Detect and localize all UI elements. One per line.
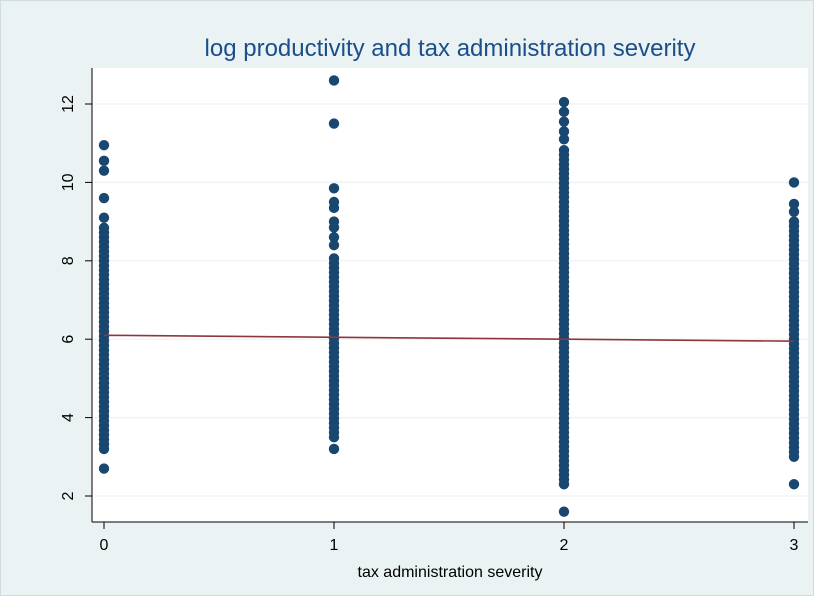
chart-title: log productivity and tax administration …: [205, 35, 696, 62]
data-point-outlier: [558, 126, 570, 137]
x-tick-label-1: 1: [330, 537, 339, 554]
data-point-outlier: [788, 206, 800, 217]
x-tick-label-0: 0: [100, 537, 109, 554]
data-point: [98, 222, 110, 234]
data-point-outlier: [788, 198, 800, 210]
data-point-outlier: [328, 183, 340, 194]
data-point-outlier: [328, 216, 340, 227]
data-point-outlier: [558, 134, 570, 145]
data-point-outlier: [558, 96, 570, 108]
data-point-outlier: [328, 196, 340, 208]
data-point-outlier: [328, 239, 340, 251]
x-axis-label: tax administration severity: [358, 564, 543, 581]
data-point-outlier: [558, 116, 570, 127]
y-tick-label-10: 10: [60, 173, 77, 191]
y-tick-label-4: 4: [60, 413, 77, 422]
plot-area: [92, 68, 808, 522]
fitted-line: [103, 334, 795, 342]
data-point: [788, 216, 800, 227]
y-tick-label-6: 6: [60, 335, 77, 344]
y-tick-label-8: 8: [60, 256, 77, 265]
data-point-outlier: [788, 479, 800, 490]
data-point-outlier: [328, 75, 340, 86]
grid-lines: [92, 103, 808, 497]
data-point-outlier: [328, 232, 340, 243]
data-point-outlier: [98, 155, 110, 167]
x-tick-label-3: 3: [790, 537, 799, 554]
data-points: [98, 75, 800, 517]
data-point-outlier: [98, 463, 110, 474]
y-tick-label-12: 12: [60, 95, 77, 113]
data-point: [558, 145, 570, 156]
data-point-outlier: [788, 177, 800, 188]
data-point-outlier: [328, 443, 340, 455]
data-point-outlier: [558, 106, 570, 118]
data-point-outlier: [98, 212, 110, 223]
fit-line-layer: [103, 334, 795, 342]
data-point-outlier: [328, 118, 340, 129]
data-point-outlier: [98, 165, 110, 176]
y-tick-label-2: 2: [60, 491, 77, 500]
x-tick-label-2: 2: [560, 537, 569, 554]
data-point-outlier: [558, 506, 570, 517]
data-point-outlier: [98, 192, 110, 204]
data-point-outlier: [98, 139, 110, 151]
data-point: [328, 253, 340, 264]
